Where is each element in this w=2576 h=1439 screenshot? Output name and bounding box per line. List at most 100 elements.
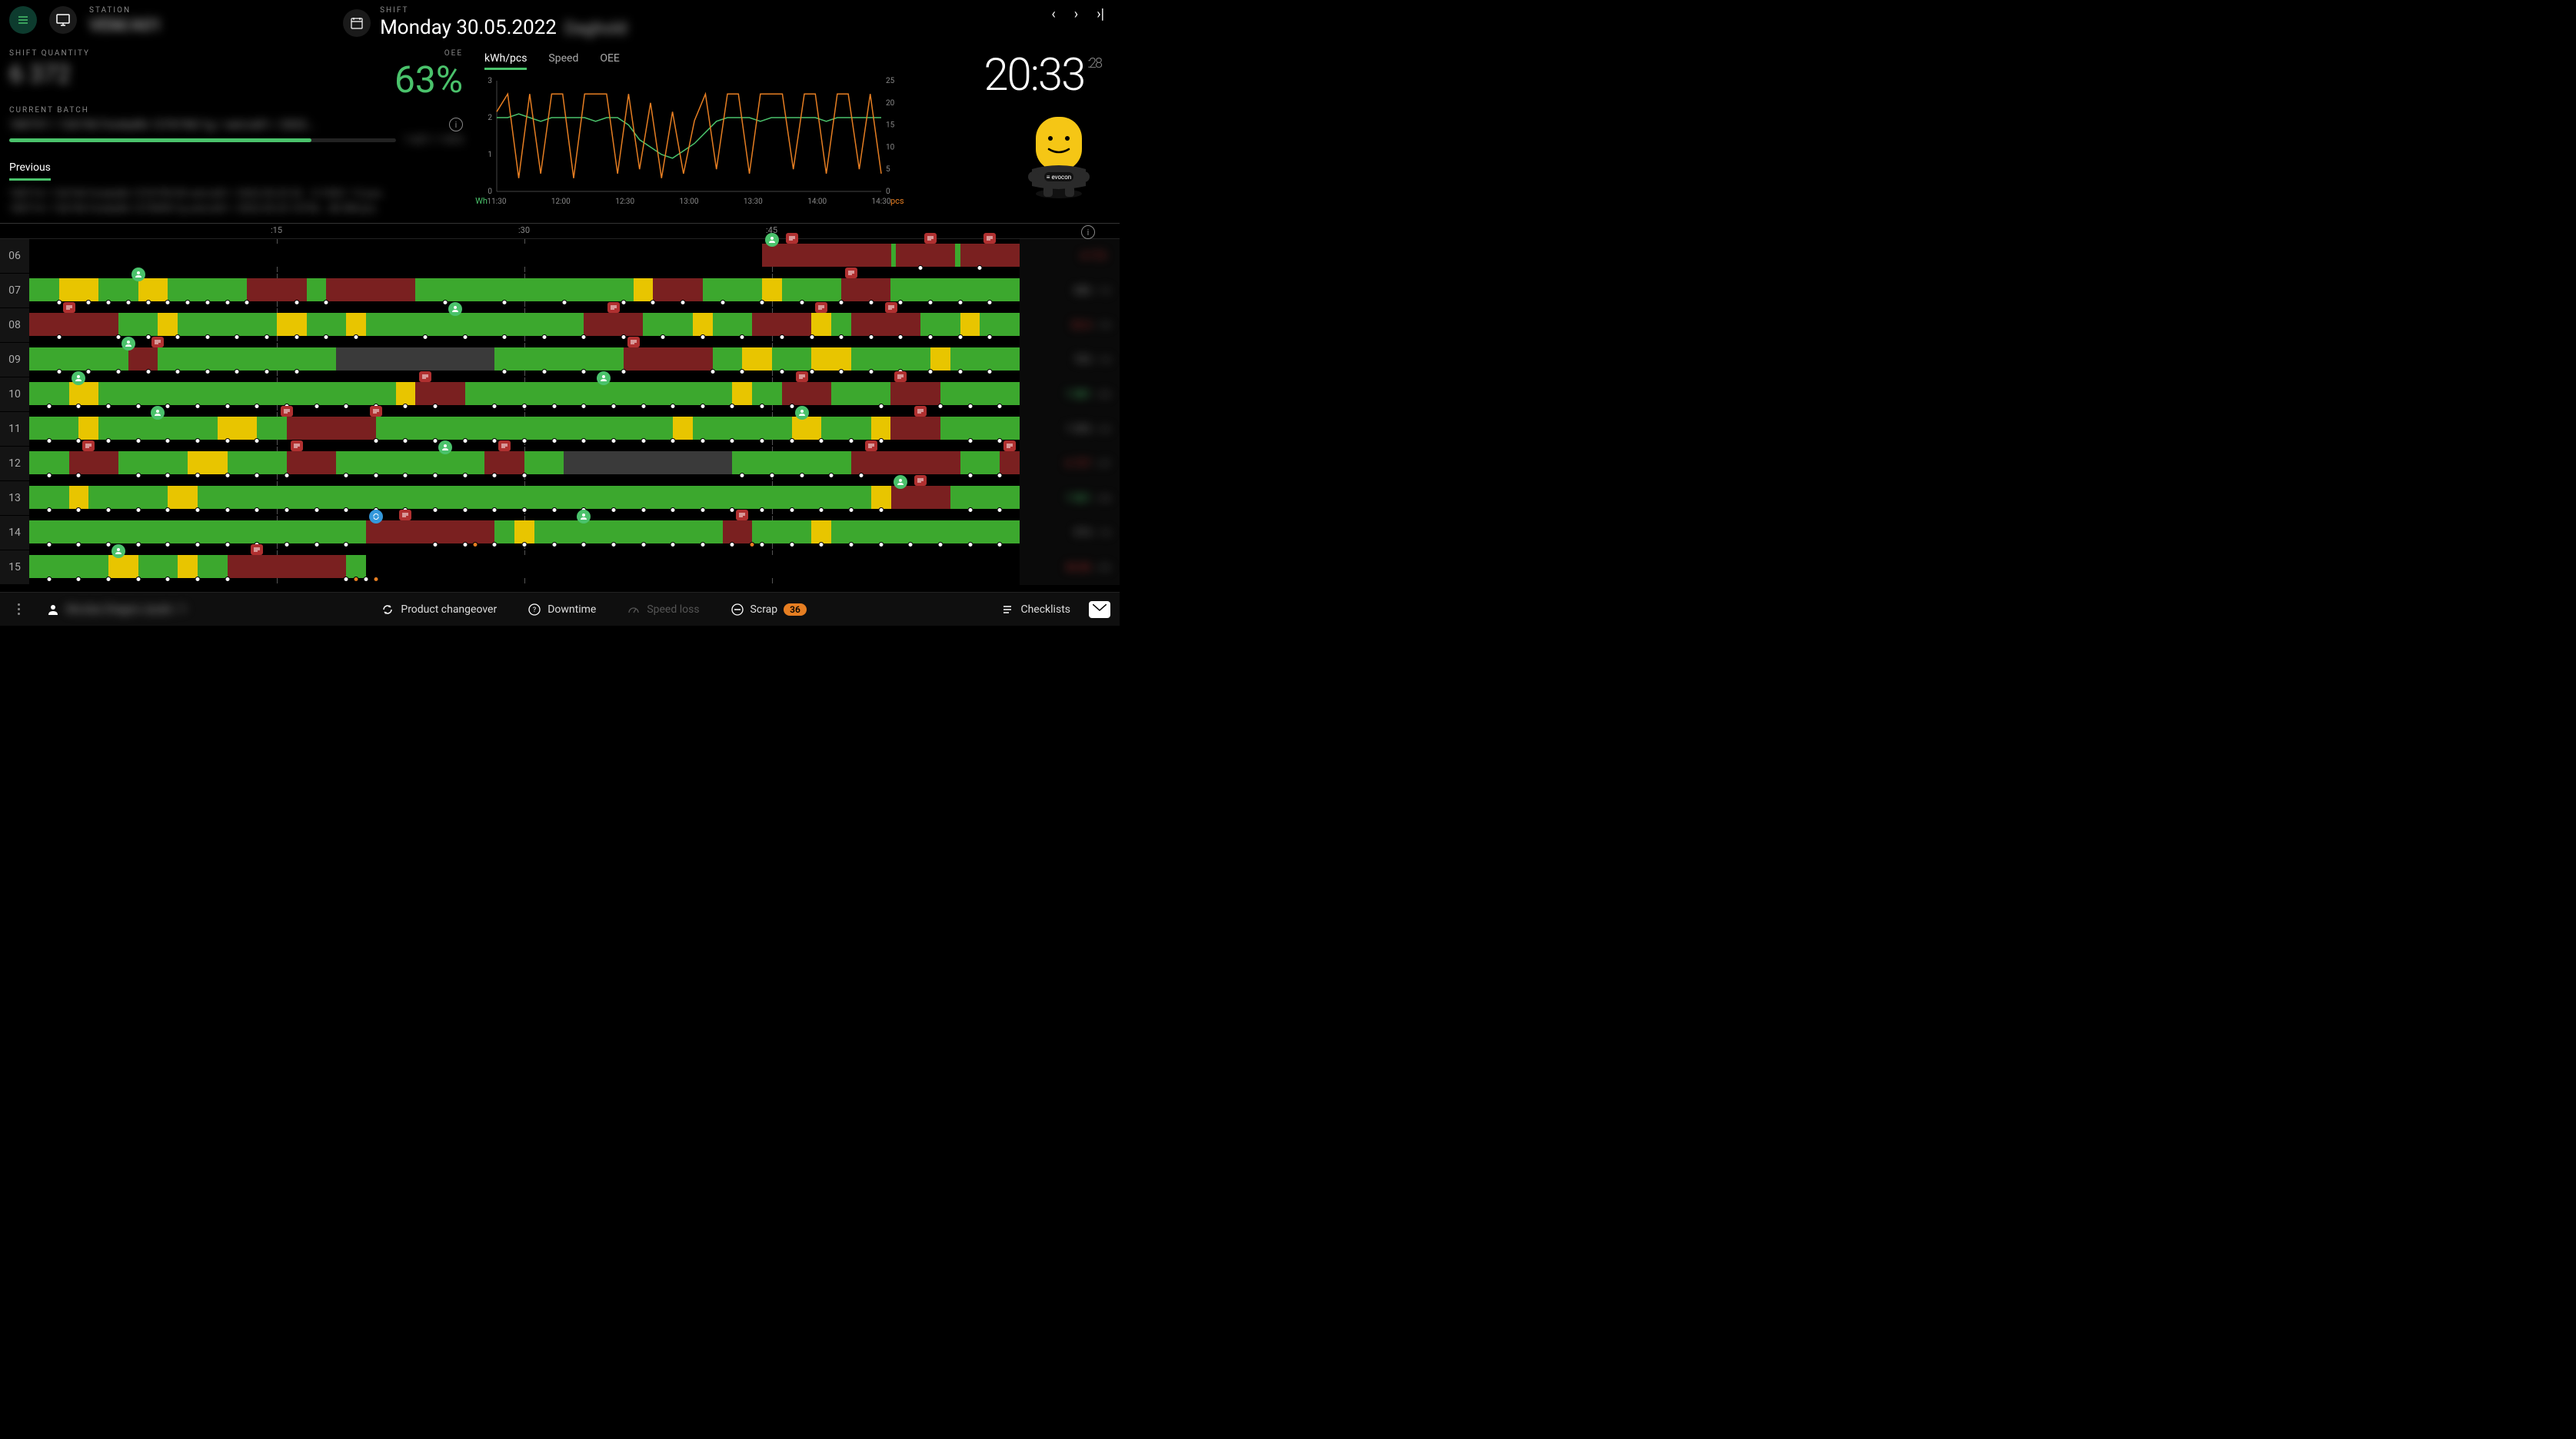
changeover-button[interactable]: Product changeover <box>368 603 509 616</box>
prev-arrow[interactable]: ‹ <box>1051 6 1055 22</box>
clock-seconds: :28 <box>1087 55 1101 71</box>
svg-text:kWh: kWh <box>475 196 488 206</box>
comment-marker-icon[interactable] <box>845 268 857 278</box>
comment-marker-icon[interactable] <box>607 302 620 313</box>
svg-text:pcs: pcs <box>890 196 904 206</box>
timeline-row[interactable] <box>29 481 1020 516</box>
checklists-button[interactable]: Checklists <box>988 603 1083 616</box>
user-icon <box>46 603 60 616</box>
comment-marker-icon[interactable] <box>251 544 263 555</box>
comment-marker-icon[interactable] <box>1003 440 1016 451</box>
user-item[interactable]: Nicolas Dragon-Jazak / 1 <box>34 603 199 616</box>
evocon-mascot: ≡ evocon <box>1017 109 1101 204</box>
comment-marker-icon[interactable] <box>370 406 382 417</box>
summary-cell: 1 061/ 64 <box>1020 481 1120 516</box>
comment-marker-icon[interactable] <box>914 475 927 486</box>
hour-label: 09 <box>0 343 29 377</box>
previous-batches: 180714 / 126196 Forskalfe 1276739/30 vem… <box>9 188 463 214</box>
summary-cell: 46.86/ 63 <box>1020 550 1120 585</box>
comment-marker-icon[interactable] <box>914 406 927 417</box>
svg-text:0: 0 <box>886 188 890 196</box>
timeline-row[interactable] <box>29 239 1020 274</box>
skip-end-arrow[interactable]: ›| <box>1097 6 1104 22</box>
svg-text:0: 0 <box>488 188 492 196</box>
comment-marker-icon[interactable] <box>786 233 798 244</box>
comment-marker-icon[interactable] <box>498 440 511 451</box>
comment-marker-icon[interactable] <box>291 440 303 451</box>
right-col: 20:33 :28 ≡ evocon <box>918 49 1110 217</box>
comment-marker-icon[interactable] <box>736 510 748 520</box>
comment-marker-icon[interactable] <box>399 510 411 520</box>
monitor-icon <box>56 14 70 26</box>
chart-tab-oee[interactable]: OEE <box>600 49 620 70</box>
comment-marker-icon[interactable] <box>419 371 431 382</box>
timeline-row[interactable] <box>29 308 1020 343</box>
comment-marker-icon[interactable] <box>815 302 827 313</box>
prev-line: 180714 / 126196 Forskalfe 1275699/1g vem… <box>9 203 463 214</box>
next-arrow[interactable]: › <box>1074 6 1078 22</box>
comment-marker-icon[interactable] <box>627 337 640 347</box>
tab-previous[interactable]: Previous <box>9 157 51 181</box>
comment-marker-icon[interactable] <box>151 337 164 347</box>
calendar-icon <box>351 17 363 29</box>
calendar-button[interactable] <box>343 9 371 37</box>
operator-marker-icon[interactable] <box>121 337 135 351</box>
comment-marker-icon[interactable] <box>924 233 937 244</box>
hour-label: 10 <box>0 377 29 412</box>
comment-marker-icon[interactable] <box>894 371 907 382</box>
downtime-button[interactable]: ? Downtime <box>515 603 608 616</box>
info-icon[interactable]: i <box>449 118 463 131</box>
scrap-label: Scrap <box>751 603 778 616</box>
comment-marker-icon[interactable] <box>983 233 996 244</box>
operator-marker-icon[interactable] <box>894 475 907 489</box>
comment-marker-icon[interactable] <box>63 302 75 313</box>
operator-marker-icon[interactable] <box>151 406 165 420</box>
mascot-brand-text: ≡ evocon <box>1047 174 1071 181</box>
comment-marker-icon[interactable] <box>885 302 897 313</box>
timeline-rows[interactable] <box>29 239 1020 585</box>
checklists-label: Checklists <box>1020 603 1070 616</box>
menu-icon-button[interactable] <box>9 6 37 34</box>
svg-text:11:30: 11:30 <box>488 198 507 206</box>
timeline-row[interactable] <box>29 516 1020 550</box>
timeline-row[interactable] <box>29 447 1020 481</box>
timeline-info-icon[interactable]: i <box>1081 225 1095 239</box>
operator-marker-icon[interactable] <box>765 233 779 247</box>
speedloss-button[interactable]: Speed loss <box>614 603 711 616</box>
operator-marker-icon[interactable] <box>131 268 145 281</box>
svg-text:1: 1 <box>488 151 492 159</box>
operator-marker-icon[interactable] <box>72 371 85 385</box>
operator-marker-icon[interactable] <box>448 302 462 316</box>
operator-marker-icon[interactable] <box>111 544 125 558</box>
clock: 20:33 :28 <box>983 49 1101 101</box>
svg-text:14:00: 14:00 <box>807 198 827 206</box>
changeover-label: Product changeover <box>401 603 497 616</box>
chart-tab-speed[interactable]: Speed <box>548 49 578 70</box>
station-label: STATION <box>89 6 161 15</box>
timeline-row[interactable] <box>29 343 1020 377</box>
timeline-row[interactable] <box>29 550 1020 585</box>
mail-button[interactable] <box>1089 601 1110 618</box>
minus-circle-icon <box>731 603 744 616</box>
operator-marker-icon[interactable] <box>795 406 809 420</box>
comment-marker-icon[interactable] <box>865 440 877 451</box>
operator-marker-icon[interactable] <box>438 440 452 454</box>
timeline-body: 06070809101112131415 4 173686/ 1233.4/ 1… <box>0 239 1120 585</box>
monitor-icon-button[interactable] <box>49 6 77 34</box>
scrap-button[interactable]: Scrap 36 <box>718 603 819 616</box>
more-menu-button[interactable] <box>9 603 28 615</box>
comment-marker-icon[interactable] <box>281 406 293 417</box>
timeline-row[interactable] <box>29 274 1020 308</box>
shift-extra: Daghold <box>564 19 627 38</box>
comment-marker-icon[interactable] <box>82 440 95 451</box>
nav-arrows: ‹ › ›| <box>1051 6 1110 22</box>
comment-marker-icon[interactable] <box>796 371 808 382</box>
chart-tab-kwhpcs[interactable]: kWh/pcs <box>484 49 527 70</box>
timeline-row[interactable] <box>29 377 1020 412</box>
operator-marker-icon[interactable] <box>597 371 611 385</box>
sync-marker-icon[interactable] <box>369 510 383 523</box>
svg-text:5: 5 <box>886 165 890 174</box>
hour-label: 06 <box>0 239 29 274</box>
operator-marker-icon[interactable] <box>577 510 591 523</box>
header-bar: STATION VEM/A01 SHIFT Monday 30.05.2022 … <box>0 0 1120 46</box>
